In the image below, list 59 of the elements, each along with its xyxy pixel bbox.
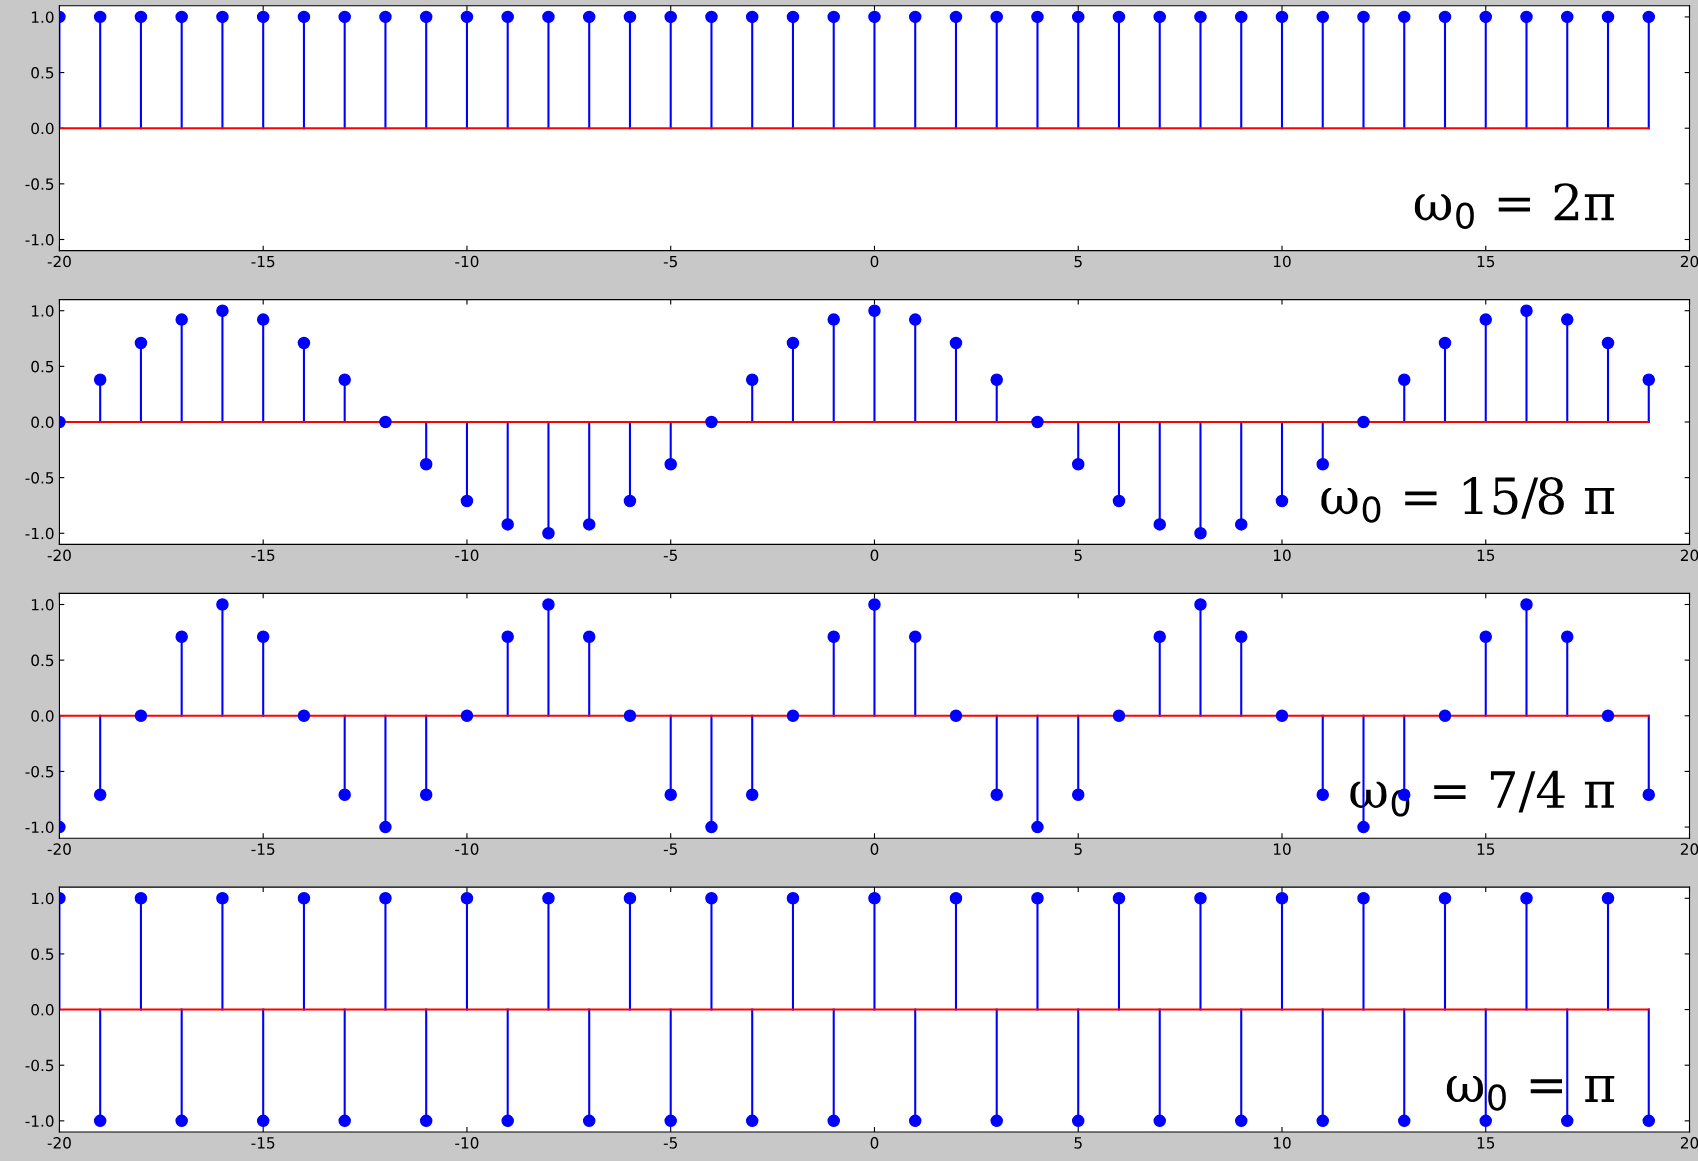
x-tick-label: 15 [1477, 1137, 1495, 1149]
x-tick-label: 15 [1477, 255, 1495, 268]
x-tick-label: 20 [1680, 255, 1698, 268]
x-tick-label: 0 [870, 549, 879, 562]
x-tick-label: -15 [251, 1137, 275, 1149]
x-tick-label: -20 [47, 255, 71, 268]
x-tick-label: 10 [1273, 843, 1291, 855]
x-tick-label: 15 [1477, 549, 1495, 562]
x-tick-label: 5 [1074, 843, 1082, 855]
y-tick-label: 0.5 [31, 360, 54, 373]
y-tick-label: -1.0 [25, 233, 54, 246]
annotation: ω$_{0}$ = π [1446, 1075, 1615, 1111]
y-tick-label: -1.0 [25, 1115, 54, 1127]
x-tick-label: -20 [47, 843, 71, 855]
y-tick-label: 0.0 [31, 122, 54, 135]
y-tick-label: -1.0 [25, 821, 54, 834]
x-tick-label: 5 [1074, 549, 1082, 562]
x-tick-label: 5 [1074, 255, 1082, 268]
y-tick-label: -0.5 [25, 765, 54, 778]
x-tick-label: -20 [47, 1137, 71, 1149]
y-tick-label: -0.5 [25, 472, 54, 484]
x-tick-label: -10 [455, 255, 479, 268]
y-tick-label: 0.0 [31, 710, 54, 722]
y-tick-label: 1.0 [31, 305, 54, 317]
x-tick-label: -15 [251, 843, 275, 855]
annotation: ω$_{0}$ = 2π [1414, 183, 1615, 229]
x-tick-label: 10 [1273, 1137, 1291, 1149]
x-tick-label: -5 [663, 549, 677, 562]
y-tick-label: -0.5 [25, 1059, 54, 1072]
x-tick-label: -15 [251, 549, 275, 562]
x-tick-label: 5 [1074, 1137, 1082, 1149]
y-tick-label: -1.0 [25, 527, 54, 540]
x-tick-label: 0 [870, 843, 879, 855]
x-tick-label: -15 [251, 255, 275, 268]
x-tick-label: 15 [1477, 843, 1495, 855]
x-tick-label: -10 [455, 843, 479, 855]
y-tick-label: 0.5 [31, 654, 54, 667]
x-tick-label: 20 [1680, 549, 1698, 562]
x-tick-label: 20 [1680, 843, 1698, 855]
x-tick-label: 10 [1273, 255, 1291, 268]
x-tick-label: 0 [870, 1137, 879, 1149]
x-tick-label: -20 [47, 549, 71, 562]
x-tick-label: -5 [663, 255, 677, 268]
y-tick-label: 1.0 [31, 11, 54, 23]
y-tick-label: 0.0 [31, 1004, 54, 1016]
x-tick-label: 10 [1273, 549, 1291, 562]
x-tick-label: -5 [663, 1137, 677, 1149]
x-tick-label: 20 [1680, 1137, 1698, 1149]
x-tick-label: -5 [663, 843, 677, 855]
y-tick-label: 1.0 [31, 892, 54, 905]
x-tick-label: -10 [455, 1137, 479, 1149]
x-tick-label: -10 [455, 549, 479, 562]
y-tick-label: -0.5 [25, 178, 54, 190]
x-tick-label: 0 [870, 255, 879, 268]
y-tick-label: 0.0 [31, 416, 54, 429]
y-tick-label: 0.5 [31, 67, 54, 79]
y-tick-label: 1.0 [31, 598, 54, 611]
annotation: ω$_{0}$ = 15/8 π [1321, 476, 1615, 523]
y-tick-label: 0.5 [31, 948, 54, 960]
